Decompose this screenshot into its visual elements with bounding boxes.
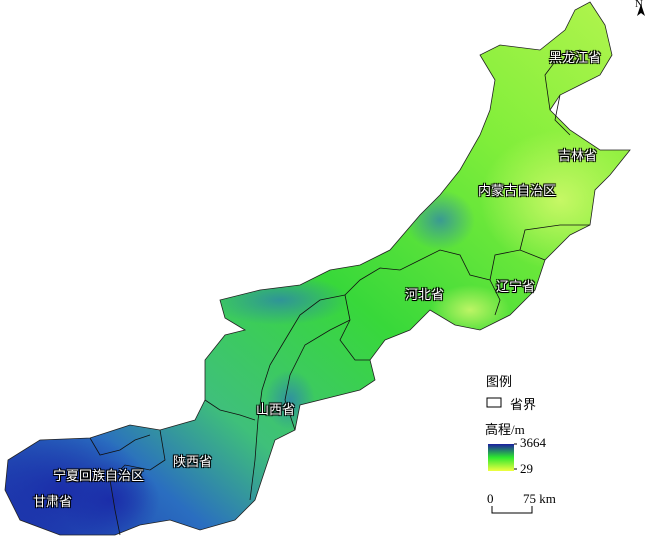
north-arrow-icon bbox=[637, 4, 645, 16]
boundary-legend-swatch bbox=[486, 397, 502, 408]
elevation-legend-title: 高程/m bbox=[485, 422, 525, 437]
elevation-min-label: 29 bbox=[520, 461, 533, 476]
province-label: 宁夏回族自治区 bbox=[53, 469, 145, 484]
province-label: 吉林省 bbox=[558, 149, 598, 164]
scale-bar bbox=[491, 506, 533, 514]
boundary-legend-label: 省界 bbox=[510, 397, 537, 412]
scale-start-label: 0 bbox=[487, 491, 494, 506]
province-label: 山西省 bbox=[256, 403, 296, 418]
colorbar-ticks bbox=[514, 443, 517, 470]
province-label: 黑龙江省 bbox=[549, 51, 602, 66]
province-boundaries bbox=[89, 49, 601, 536]
elevation-max-label: 3664 bbox=[520, 435, 546, 450]
legend-title: 图例 bbox=[486, 374, 513, 389]
province-label: 陕西省 bbox=[173, 455, 213, 470]
province-label: 辽宁省 bbox=[496, 280, 536, 295]
elevation-colorbar bbox=[488, 444, 514, 471]
province-label: 内蒙古自治区 bbox=[478, 184, 557, 199]
province-label: 甘肃省 bbox=[33, 495, 73, 510]
scale-end-label: 75 km bbox=[523, 491, 556, 506]
province-label: 河北省 bbox=[405, 288, 445, 303]
north-label: N bbox=[635, 0, 643, 10]
